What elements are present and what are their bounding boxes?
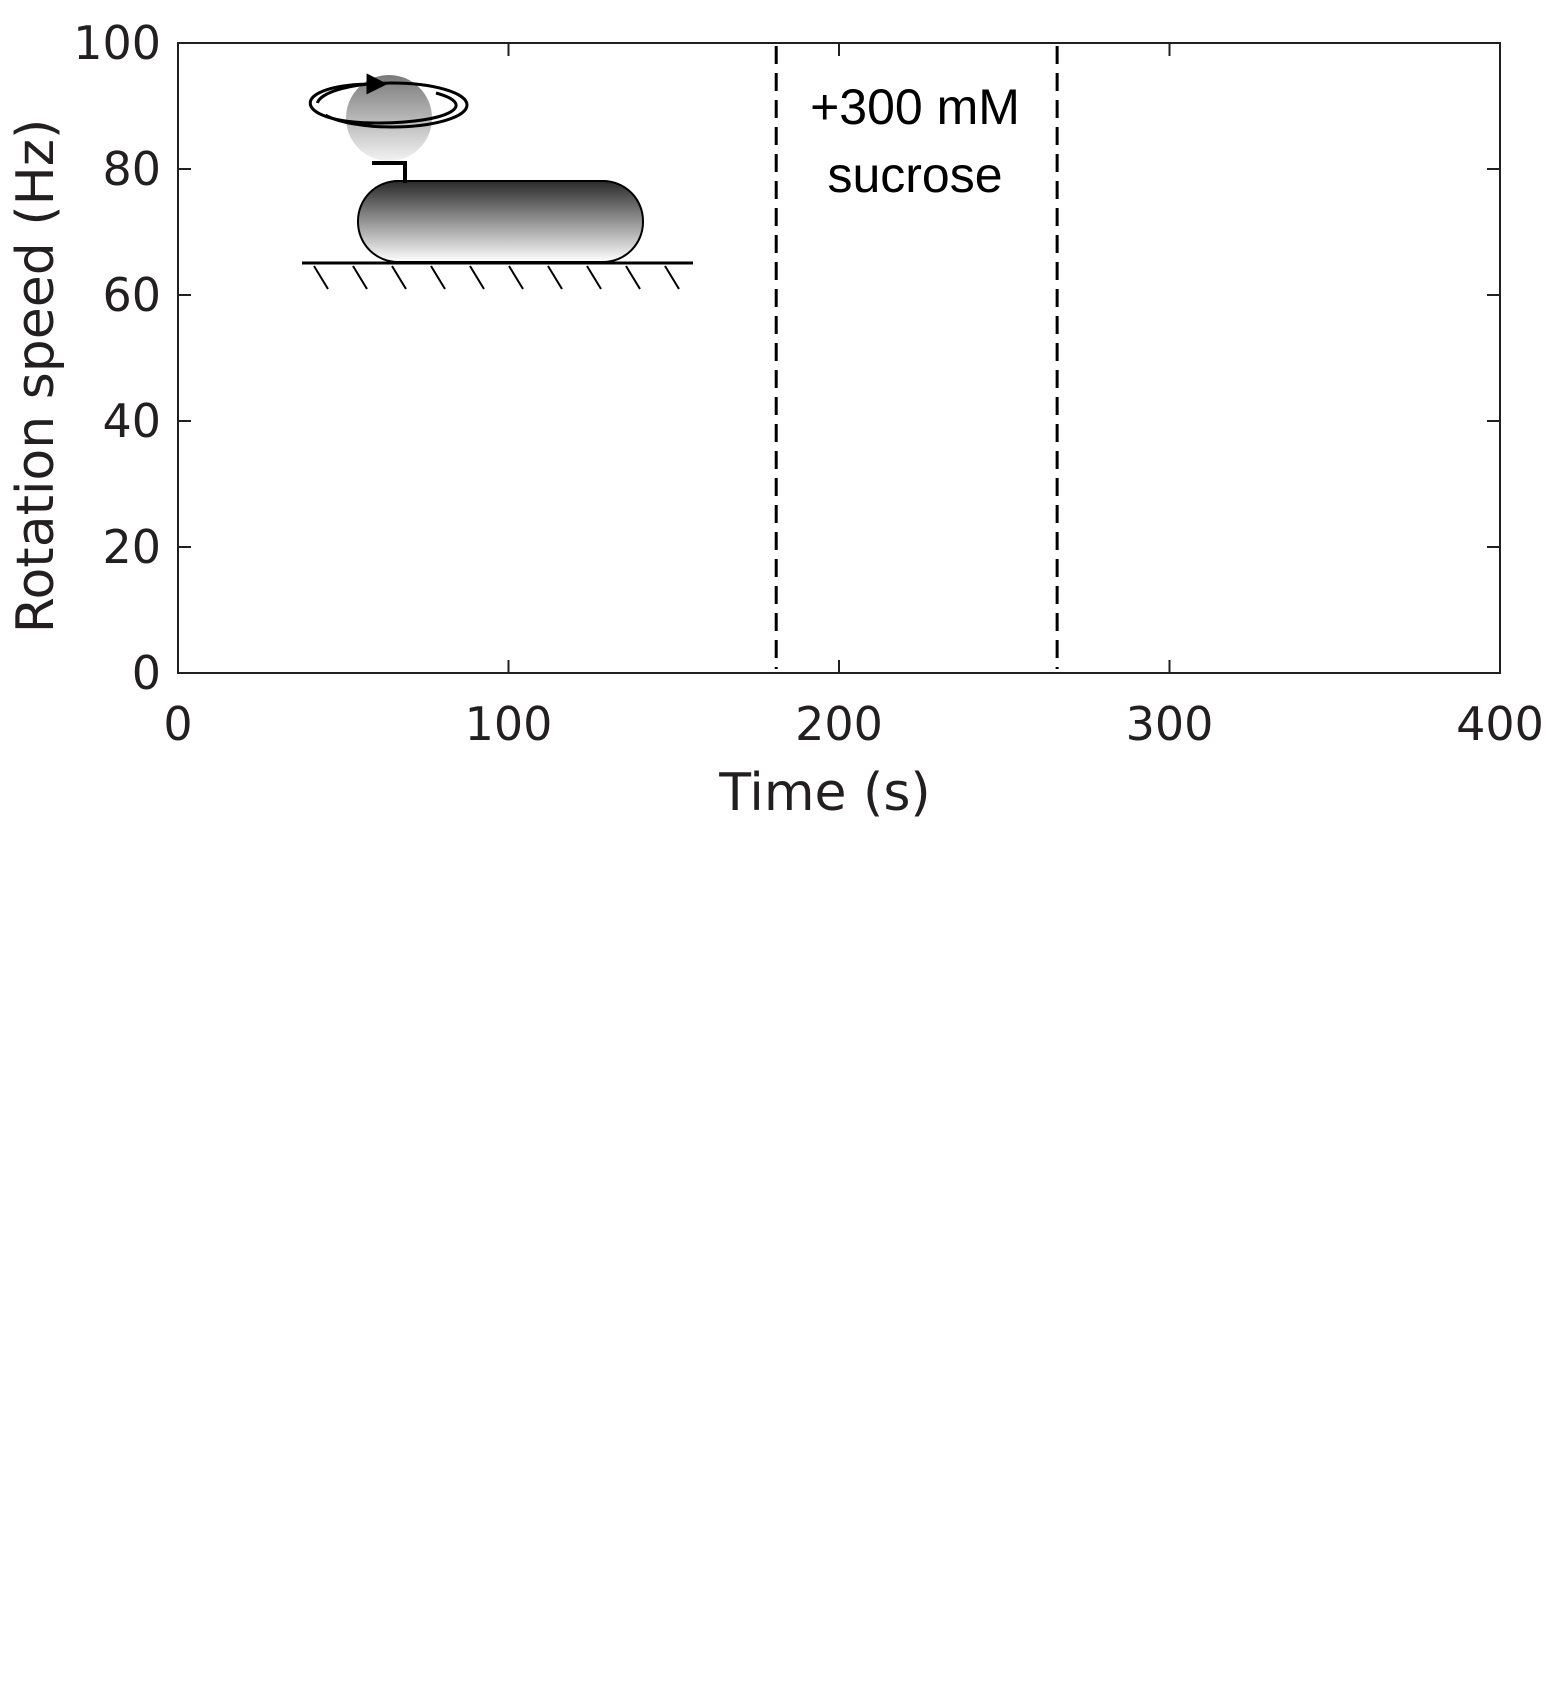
y-tick-label: 100 [73, 16, 161, 70]
y-axis-label: Rotation speed (Hz) [6, 119, 66, 634]
x-tick-label: 300 [1126, 697, 1214, 751]
y-tick-label: 80 [102, 142, 161, 196]
event-lines [774, 46, 1059, 669]
rotation-arrow-icon [309, 73, 458, 125]
y-tick-label: 40 [102, 394, 161, 448]
cell-body [357, 180, 644, 263]
flagellar-stub [372, 161, 407, 183]
x-tick-label: 200 [795, 697, 883, 751]
annotation-line-1: +300 mM [810, 79, 1020, 135]
y-tick-label: 60 [102, 268, 161, 322]
surface-hatching [313, 265, 680, 290]
y-tick-label: 0 [132, 646, 161, 700]
x-tick-label: 0 [163, 697, 192, 751]
annotation-line-2: sucrose [827, 147, 1002, 203]
x-tick-label: 100 [465, 697, 553, 751]
rotation-ring [315, 81, 469, 129]
tick-labels: 0 100 200 300 400 0 20 40 60 80 100 [73, 16, 1544, 751]
bead [346, 75, 432, 161]
y-tick-label: 20 [102, 520, 161, 574]
ticks [177, 42, 1501, 674]
x-tick-label: 400 [1456, 697, 1544, 751]
x-axis-label: Time (s) [718, 763, 930, 823]
bacterium-tethered-bead-illustration [302, 73, 693, 290]
